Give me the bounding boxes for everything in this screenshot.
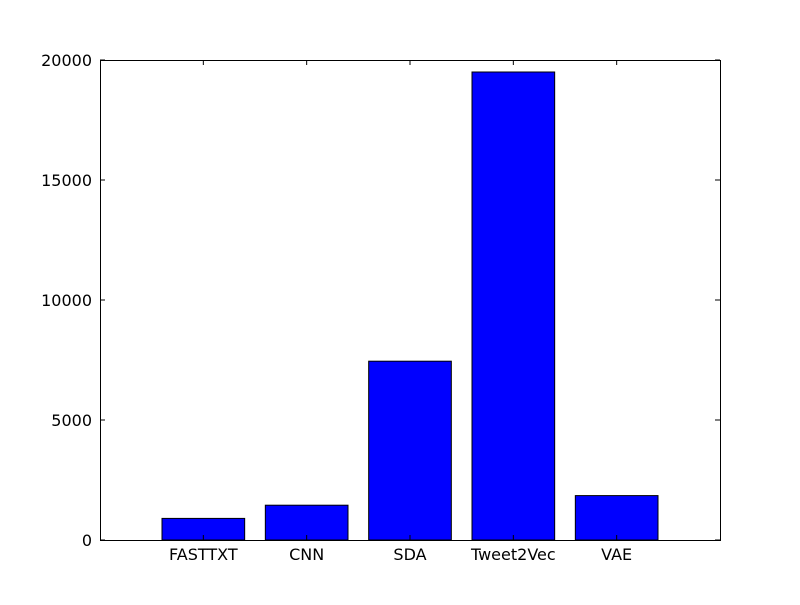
- bar-vae: [574, 495, 659, 541]
- y-tick-label: 5000: [51, 411, 92, 430]
- x-tick-label: FASTTXT: [169, 545, 238, 564]
- plot-frame: [100, 60, 721, 541]
- bar-tweet2vec: [471, 71, 556, 541]
- y-tick-label: 10000: [41, 291, 92, 310]
- bars-group: [161, 71, 659, 541]
- bar-sda: [368, 360, 452, 541]
- bar-cnn: [264, 504, 349, 541]
- x-tick-label: SDA: [393, 545, 426, 564]
- x-tick-label: VAE: [601, 545, 632, 564]
- y-tick-label: 20000: [41, 51, 92, 70]
- y-ticks-group: 0 5000 10000 15000 20000: [41, 51, 720, 550]
- x-tick-label: Tweet2Vec: [470, 545, 556, 564]
- x-ticks-group: FASTTXT CNN SDA Tweet2Vec VAE: [169, 60, 632, 564]
- y-tick-label: 15000: [41, 171, 92, 190]
- y-tick-label: 0: [82, 531, 92, 550]
- x-tick-label: CNN: [289, 545, 324, 564]
